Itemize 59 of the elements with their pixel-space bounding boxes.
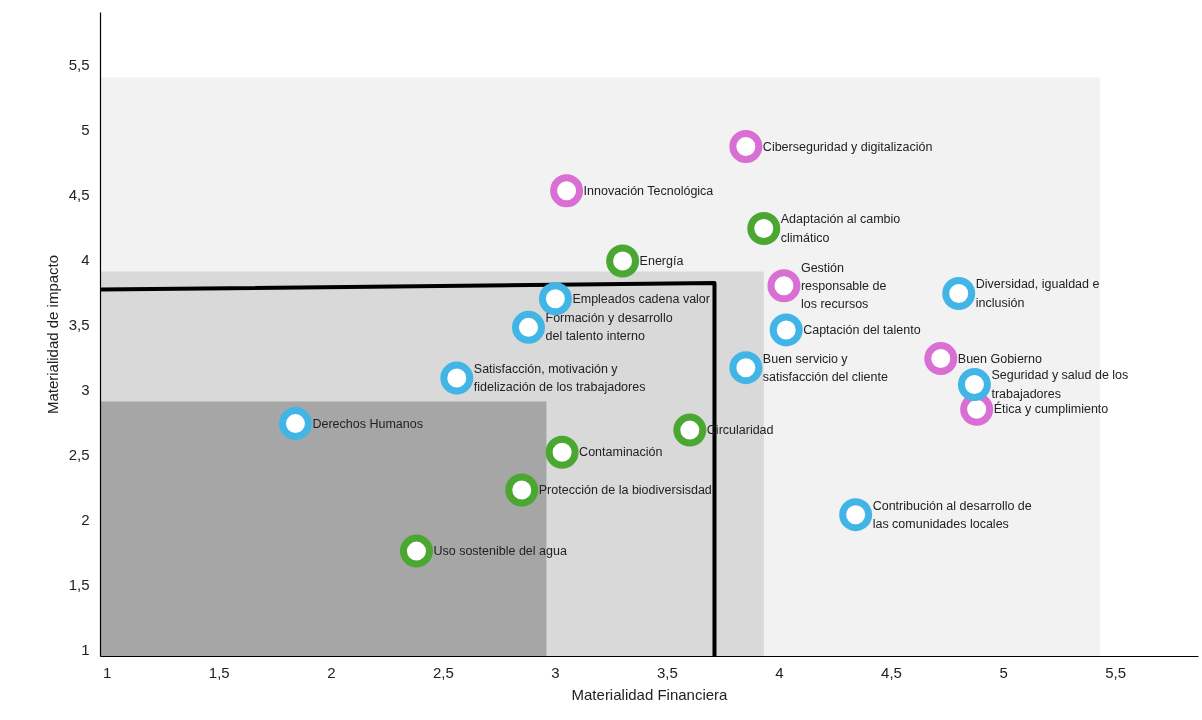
point xyxy=(769,313,803,347)
annotation: Buen servicio y satisfacción del cliente xyxy=(762,351,888,384)
point xyxy=(545,435,579,469)
point xyxy=(440,361,474,395)
y-tick-label: 1 xyxy=(81,640,90,658)
x-tick-label: 1 xyxy=(103,663,112,681)
x-tick-label: 2,5 xyxy=(432,663,454,681)
annotation: Ciberseguridad y digitalización xyxy=(762,139,933,154)
annotation: Contribución al desarrollo de las comunidades locales xyxy=(872,498,1032,531)
annotation: Contaminación xyxy=(579,445,663,460)
annotation: Innovación Tecnológica xyxy=(583,183,714,198)
annotation: Diversidad, igualdad e inclusión xyxy=(975,277,1100,310)
point xyxy=(729,130,763,163)
x-tick-label: 3 xyxy=(551,663,560,681)
point xyxy=(278,407,312,441)
point xyxy=(512,310,545,344)
annotation: Protección de la biodiversisdad xyxy=(538,482,712,497)
annotation: Empleados cadena valor xyxy=(572,291,710,306)
y-tick-label: 2,5 xyxy=(68,445,90,463)
point xyxy=(606,244,640,278)
y-tick-label: 1,5 xyxy=(68,575,90,593)
point xyxy=(942,277,976,310)
y-tick-label: 4 xyxy=(81,250,90,268)
point xyxy=(505,473,539,507)
annotation: Captación del talento xyxy=(803,322,921,337)
point xyxy=(729,351,763,385)
y-axis-title: Materialidad de impacto xyxy=(43,254,61,415)
x-tick-label: 4,5 xyxy=(881,663,902,681)
point xyxy=(399,534,433,568)
point xyxy=(747,211,781,245)
y-tick-label: 2 xyxy=(81,510,90,528)
annotation: Uso sostenible del agua xyxy=(433,544,567,559)
annotation: Satisfacción, motivación y fidelización de los trabajadores xyxy=(473,361,646,395)
annotation: Adaptación al cambio climático xyxy=(780,212,901,245)
annotation: Energía xyxy=(639,253,684,268)
y-tick-label: 4,5 xyxy=(68,185,90,203)
y-tick-label: 3 xyxy=(81,380,90,398)
x-tick-label: 2 xyxy=(327,663,336,681)
x-tick-label: 3,5 xyxy=(657,663,678,681)
annotation: Formación y desarrollo del talento interno xyxy=(545,311,673,344)
x-tick-label: 5,5 xyxy=(1105,663,1127,681)
x-tick-label: 5 xyxy=(999,663,1008,681)
y-tick-label: 3,5 xyxy=(68,315,90,333)
x-tick-label: 1,5 xyxy=(208,663,230,681)
point xyxy=(957,368,991,402)
point xyxy=(673,413,707,447)
x-tick-label: 4 xyxy=(775,663,784,681)
x-axis-title: Materialidad Financiera xyxy=(571,685,729,703)
point xyxy=(767,269,801,303)
annotation: Buen Gobierno xyxy=(957,351,1042,366)
annotation: Derechos Humanos xyxy=(312,416,423,431)
point xyxy=(550,174,584,208)
point xyxy=(924,342,958,376)
y-tick-label: 5 xyxy=(81,120,90,138)
annotation: Gestión responsable de los recursos xyxy=(800,260,887,311)
y-tick-label: 5,5 xyxy=(68,55,90,73)
point xyxy=(839,498,873,532)
annotation: Ética y cumplimiento xyxy=(993,401,1109,417)
annotation: Seguridad y salud de los trabajadores xyxy=(991,368,1129,401)
